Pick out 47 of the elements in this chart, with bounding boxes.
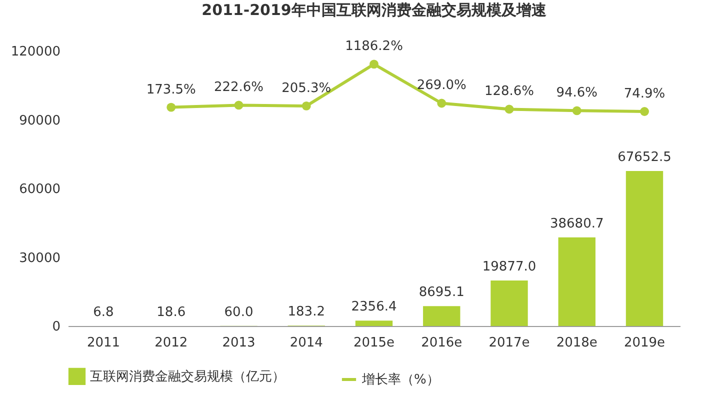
y-tick-label: 90000 xyxy=(19,113,60,128)
data-label: 38680.7 xyxy=(550,216,604,232)
point xyxy=(437,98,446,108)
x-tick-label: 2016e xyxy=(421,336,462,350)
x-tick-label: 2011 xyxy=(86,336,120,350)
data-label: 19877.0 xyxy=(482,259,536,274)
x-tick-label: 2015e xyxy=(353,336,395,350)
data-label: 1186.2% xyxy=(345,39,403,54)
data-label: 94.6% xyxy=(556,86,598,101)
data-label: 18.6 xyxy=(156,304,186,320)
bar xyxy=(558,237,596,326)
data-label: 183.2 xyxy=(288,304,325,320)
data-label: 6.8 xyxy=(93,304,114,320)
bar xyxy=(490,280,528,326)
data-label: 67652.5 xyxy=(618,150,672,165)
legend-label: 增长率（%） xyxy=(361,372,440,388)
bar xyxy=(423,306,460,326)
point xyxy=(504,104,514,114)
data-label: 60.0 xyxy=(224,304,254,320)
chart-title: 2011-2019年中国互联网消费金融交易规模及增速 xyxy=(202,1,548,20)
y-tick-label: 0 xyxy=(52,320,60,334)
bar xyxy=(626,170,664,326)
x-tick-label: 2014 xyxy=(290,336,323,350)
data-label: 205.3% xyxy=(282,80,332,96)
x-tick-label: 2018e xyxy=(556,336,598,350)
data-label: 2356.4 xyxy=(351,300,397,315)
point xyxy=(370,60,378,69)
data-label: 74.9% xyxy=(624,86,666,102)
point xyxy=(166,102,176,112)
x-tick-label: 2017e xyxy=(488,336,530,350)
y-tick-label: 30000 xyxy=(19,250,60,266)
data-label: 222.6% xyxy=(214,80,264,96)
y-tick-label: 120000 xyxy=(10,44,60,60)
legend-label: 互联网消费金融交易规模（亿元） xyxy=(90,368,285,384)
y-tick-label: 60000 xyxy=(19,182,60,197)
bar xyxy=(355,320,393,326)
data-label: 8695.1 xyxy=(418,285,464,300)
data-label: 269.0% xyxy=(416,78,466,94)
point xyxy=(572,106,582,116)
data-label: 128.6% xyxy=(484,84,534,100)
x-tick-label: 2019e xyxy=(624,336,666,350)
x-tick-label: 2012 xyxy=(154,336,188,350)
point xyxy=(640,107,649,116)
point xyxy=(234,100,244,110)
point xyxy=(302,101,311,110)
data-label: 173.5% xyxy=(146,82,196,98)
x-tick-label: 2013 xyxy=(222,336,256,350)
